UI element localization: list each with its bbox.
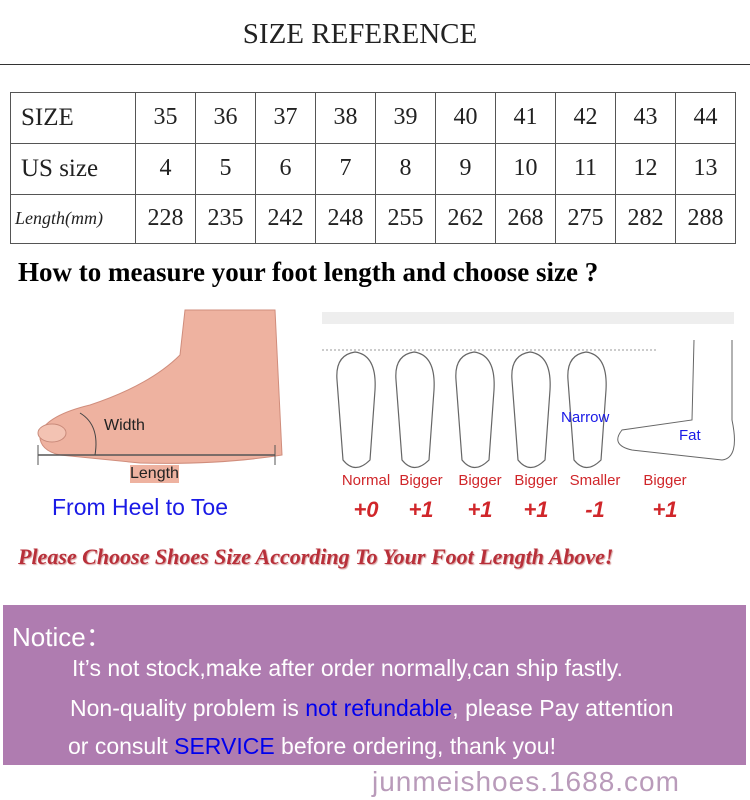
table-cell: 6	[255, 142, 316, 195]
table-cell: 268	[495, 193, 556, 245]
table-cell: 44	[675, 92, 736, 144]
narrow-label: Narrow	[561, 409, 610, 426]
table-cell: 10	[495, 142, 556, 195]
foot-type-label: Smaller	[569, 472, 621, 489]
length-label: Length	[130, 465, 179, 483]
howto-heading: How to measure your foot length and choo…	[18, 257, 599, 287]
table-cell: 248	[315, 193, 376, 245]
row-header: SIZE	[10, 92, 136, 144]
table-cell: 282	[615, 193, 676, 245]
notice-text: Non-quality problem is	[70, 695, 306, 721]
table-cell: 42	[555, 92, 616, 144]
notice-text: before ordering, thank you!	[274, 733, 556, 759]
table-cell: 5	[195, 142, 256, 195]
heel-to-toe-caption: From Heel to Toe	[52, 494, 228, 520]
foot-type-label: Bigger	[399, 472, 443, 489]
size-adjustment: +1	[467, 497, 493, 522]
notice-text: , please Pay attention	[452, 695, 674, 721]
table-row: US size 4 5 6 7 8 9 10 11 12 13	[10, 142, 736, 195]
foot-outline	[336, 351, 376, 469]
notice-heading: Notice：	[12, 622, 112, 652]
row-header: US size	[10, 142, 136, 195]
notice-line-3: or consult SERVICE before ordering, than…	[68, 733, 556, 760]
table-cell: 11	[555, 142, 616, 195]
table-cell: 40	[435, 92, 496, 144]
foot-type-label: Normal	[341, 472, 391, 489]
table-cell: 228	[135, 193, 196, 245]
watermark: junmeishoes.1688.com	[372, 766, 680, 797]
foot-types-illustration	[322, 312, 735, 469]
size-adjustment: +0	[353, 497, 379, 522]
not-refundable-highlight: not refundable	[305, 695, 453, 721]
notice-line-1: It’s not stock,make after order normally…	[72, 655, 623, 681]
table-cell: 8	[375, 142, 436, 195]
table-cell: 38	[315, 92, 376, 144]
service-highlight: SERVICE	[174, 733, 275, 759]
size-adjustment: +1	[652, 497, 678, 522]
foot-type-label: Bigger	[514, 472, 558, 489]
size-adjustment: +1	[408, 497, 434, 522]
foot-outline	[511, 351, 551, 469]
table-cell: 12	[615, 142, 676, 195]
table-cell: 41	[495, 92, 556, 144]
notice-box: Notice： It’s not stock,make after order …	[3, 605, 746, 765]
fat-label: Fat	[679, 427, 701, 444]
table-cell: 13	[675, 142, 736, 195]
table-cell: 36	[195, 92, 256, 144]
page-title: SIZE REFERENCE	[242, 18, 478, 50]
divider	[0, 64, 750, 65]
size-adjustment: -1	[585, 497, 605, 522]
notice-text: or consult	[68, 733, 175, 759]
table-cell: 43	[615, 92, 676, 144]
table-cell: 242	[255, 193, 316, 245]
choose-size-banner: Please Choose Shoes Size According To Yo…	[18, 544, 614, 569]
foot-outline	[395, 351, 435, 469]
table-cell: 235	[195, 193, 256, 245]
row-header: Length(mm)	[10, 193, 136, 245]
foot-type-label: Bigger	[458, 472, 502, 489]
table-row: SIZE 35 36 37 38 39 40 41 42 43 44	[10, 92, 736, 144]
table-cell: 262	[435, 193, 496, 245]
table-row: Length(mm) 228 235 242 248 255 262 268 275 282 288	[10, 193, 736, 245]
foot-outline	[567, 351, 607, 469]
table-cell: 37	[255, 92, 316, 144]
table-cell: 35	[135, 92, 196, 144]
table-cell: 9	[435, 142, 496, 195]
table-cell: 288	[675, 193, 736, 245]
table-cell: 4	[135, 142, 196, 195]
table-cell: 255	[375, 193, 436, 245]
table-cell: 7	[315, 142, 376, 195]
foot-outline	[455, 351, 495, 469]
size-adjustment: +1	[523, 497, 549, 522]
size-table: SIZE 35 36 37 38 39 40 41 42 43 44 US size 4 5 6 7 8 9 10 1…	[10, 92, 736, 245]
table-cell: 275	[555, 193, 616, 245]
table-cell: 39	[375, 92, 436, 144]
notice-line-2: Non-quality problem is not refundable, p…	[70, 695, 674, 722]
foot-type-label: Bigger	[643, 472, 687, 489]
foot-measure-illustration	[20, 305, 290, 495]
width-label: Width	[104, 417, 145, 434]
